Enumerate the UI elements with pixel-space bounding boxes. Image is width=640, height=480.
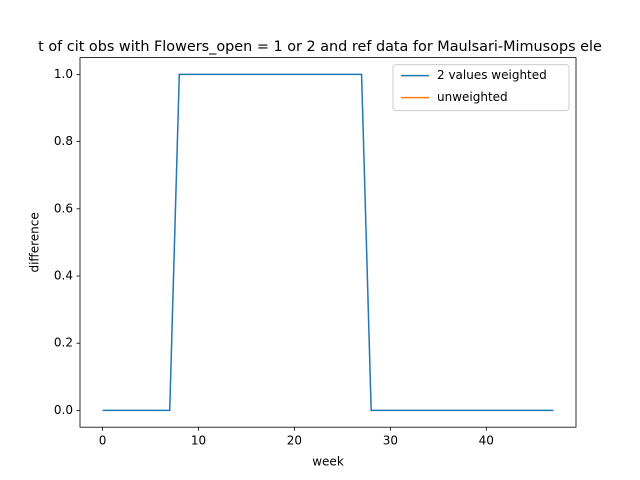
y-tick-label: 0.2 bbox=[54, 336, 73, 350]
legend-label: 2 values weighted bbox=[437, 68, 547, 82]
y-tick-label: 0.6 bbox=[54, 201, 73, 215]
x-tick-label: 40 bbox=[479, 434, 494, 448]
axes-frame bbox=[79, 57, 577, 428]
line bbox=[102, 73, 554, 412]
legend-label: unweighted bbox=[437, 90, 508, 104]
y-tick-label: 0.8 bbox=[54, 134, 73, 148]
legend-box bbox=[392, 64, 570, 112]
x-tick-label: 30 bbox=[383, 434, 398, 448]
y-axis-label: difference bbox=[28, 212, 42, 272]
y-tick-label: 0.4 bbox=[54, 269, 73, 283]
chart-title: t of cit obs with Flowers_open = 1 or 2 … bbox=[38, 39, 602, 55]
x-tick-label: 0 bbox=[99, 434, 107, 448]
x-axis-label: week bbox=[312, 455, 344, 469]
x-tick-label: 20 bbox=[287, 434, 302, 448]
x-tick-label: 10 bbox=[191, 434, 206, 448]
y-tick-label: 1.0 bbox=[54, 67, 73, 81]
y-tick-label: 0.0 bbox=[54, 403, 73, 417]
